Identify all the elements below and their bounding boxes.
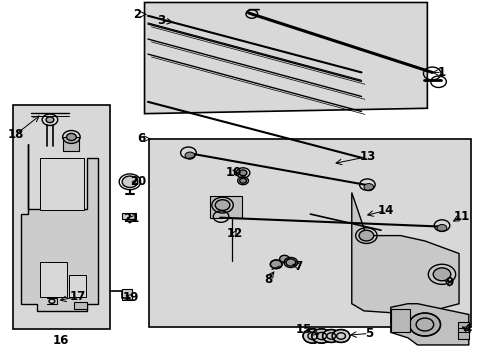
Bar: [122, 289, 132, 300]
Circle shape: [66, 134, 76, 140]
Circle shape: [122, 176, 138, 188]
Bar: [40, 262, 66, 297]
Text: 3: 3: [157, 14, 165, 27]
Text: 19: 19: [123, 291, 139, 304]
Text: 1: 1: [437, 66, 445, 79]
Text: 9: 9: [444, 276, 452, 289]
Text: 10: 10: [225, 166, 242, 179]
Text: 15: 15: [295, 323, 311, 336]
Polygon shape: [125, 220, 135, 223]
Text: 4: 4: [463, 323, 471, 336]
Text: 2: 2: [133, 8, 141, 21]
Bar: [63, 137, 79, 151]
Circle shape: [408, 313, 440, 336]
Bar: [149, 139, 470, 327]
Text: 18: 18: [8, 127, 24, 141]
Bar: [69, 275, 86, 297]
Polygon shape: [21, 144, 98, 311]
Circle shape: [331, 329, 349, 342]
Circle shape: [285, 259, 295, 266]
Circle shape: [184, 152, 194, 159]
Polygon shape: [390, 304, 468, 345]
Bar: [457, 322, 468, 338]
Text: 14: 14: [377, 204, 393, 217]
Circle shape: [239, 178, 246, 183]
Circle shape: [270, 260, 282, 269]
Text: 5: 5: [364, 327, 372, 340]
Circle shape: [279, 255, 289, 262]
Bar: [40, 158, 83, 211]
Text: 21: 21: [123, 212, 139, 225]
Text: 6: 6: [137, 132, 145, 145]
Bar: [13, 105, 110, 329]
Circle shape: [436, 225, 446, 231]
Bar: [210, 196, 242, 218]
Circle shape: [239, 170, 246, 176]
Circle shape: [322, 329, 339, 342]
Bar: [390, 309, 409, 332]
Text: 7: 7: [293, 260, 302, 273]
Text: 12: 12: [226, 226, 243, 239]
Text: 8: 8: [263, 273, 271, 286]
Circle shape: [46, 117, 54, 123]
Text: 17: 17: [69, 290, 86, 303]
Bar: [74, 302, 87, 309]
Polygon shape: [351, 193, 458, 313]
Text: 13: 13: [359, 150, 375, 163]
Text: 16: 16: [52, 334, 69, 347]
Circle shape: [215, 200, 229, 211]
Circle shape: [432, 268, 450, 281]
Circle shape: [358, 230, 373, 241]
Text: 11: 11: [452, 210, 468, 223]
Circle shape: [303, 329, 322, 343]
Text: 20: 20: [130, 175, 146, 188]
Circle shape: [311, 329, 330, 343]
Circle shape: [363, 184, 373, 191]
Polygon shape: [144, 3, 427, 114]
Bar: [122, 213, 136, 220]
